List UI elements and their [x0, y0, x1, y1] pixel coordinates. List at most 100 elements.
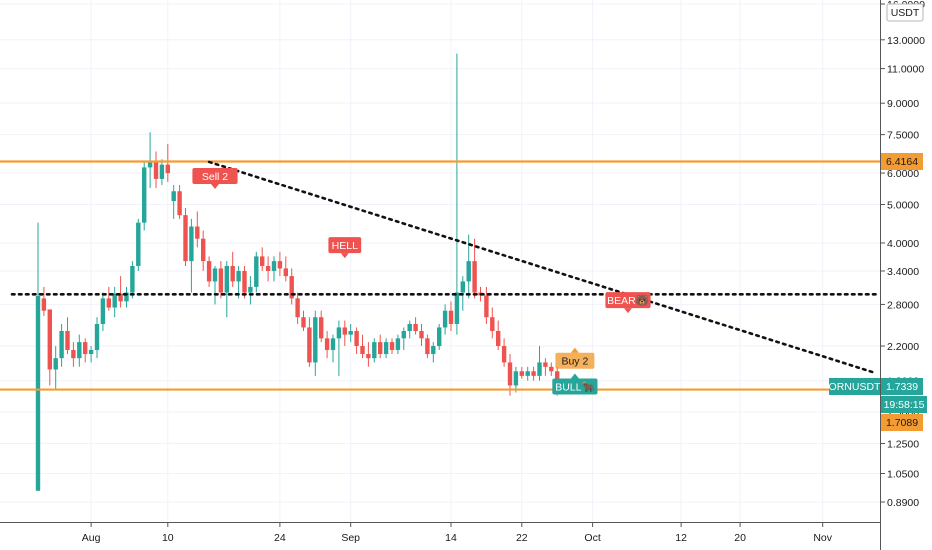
time-axis[interactable]: Aug 10 24 Sep 14 22 Oct 12 20 Nov — [82, 522, 833, 544]
candle-body — [454, 292, 460, 324]
candle-up — [401, 327, 406, 350]
candle-body — [484, 295, 489, 318]
price-tick-label: 3.4000 — [887, 266, 919, 278]
candle-body — [378, 342, 383, 355]
candle-down — [183, 207, 188, 266]
signal-sell: Sell 2 — [192, 167, 238, 189]
candle-down — [378, 334, 383, 359]
candle-body — [366, 354, 371, 359]
signal-pointer — [570, 347, 579, 353]
candle-up — [442, 304, 448, 335]
candle-body — [212, 268, 218, 282]
price-tick-label: 1.2500 — [887, 438, 919, 450]
candle-body — [531, 371, 536, 376]
signal-pointer — [340, 253, 349, 259]
trend-line — [207, 160, 878, 375]
time-tick-label: 24 — [274, 532, 286, 544]
signal-pointer — [570, 373, 579, 379]
candle-up — [147, 132, 153, 189]
signal-label: Buy 2 — [561, 356, 588, 368]
time-tick-label: 20 — [734, 532, 746, 544]
candle-down — [360, 334, 365, 359]
candle-body — [218, 268, 224, 293]
price-tick-label: 7.5000 — [887, 130, 919, 142]
candle-up — [35, 222, 41, 491]
candle-body — [94, 323, 100, 350]
candle-down — [153, 151, 159, 189]
signal-pointer — [211, 183, 219, 189]
candle-up — [372, 338, 377, 363]
candle-down — [366, 342, 371, 367]
candle-body — [100, 298, 106, 324]
candle-body — [307, 327, 312, 363]
candle-down — [324, 331, 330, 359]
candle-up — [171, 184, 176, 219]
candle-down — [206, 256, 212, 287]
candle-body — [431, 346, 436, 355]
candle-body — [330, 338, 336, 350]
candle-down — [319, 310, 324, 343]
candle-down — [519, 366, 524, 379]
candle-down — [543, 358, 548, 376]
candle-body — [189, 226, 194, 262]
candle-body — [230, 265, 235, 282]
candle-body — [448, 310, 454, 324]
signal-box — [605, 292, 651, 309]
time-tick-label: Sep — [341, 532, 360, 544]
candle-down — [301, 310, 306, 332]
countdown-text: 19:58:15 — [884, 399, 925, 411]
candle-body — [88, 349, 94, 355]
last-price-text: 1.7339 — [886, 381, 918, 393]
candle-body — [242, 270, 247, 293]
candle-body — [47, 309, 52, 370]
signal-annotations: Sell 2 HELL BEAR🐻 Buy 2 BULL🐂 — [192, 167, 651, 395]
currency-label[interactable]: USDT — [886, 3, 924, 22]
candle-down — [354, 327, 359, 355]
candle-down — [531, 366, 536, 381]
candle-down — [549, 362, 554, 376]
signal-buy: Buy 2 — [555, 347, 595, 369]
signal-bull: BULL🐂 — [552, 373, 598, 395]
level-tag-top-text: 6.4164 — [886, 156, 918, 168]
signal-box — [328, 237, 362, 254]
candle-down — [490, 307, 495, 339]
candle-body — [442, 310, 448, 328]
candle-body — [201, 238, 206, 262]
signal-label: BULL🐂 — [555, 381, 594, 393]
candle-down — [413, 317, 418, 335]
candle-body — [460, 281, 465, 293]
candle-body — [289, 276, 294, 299]
candle-body — [183, 215, 188, 262]
candle-body — [372, 342, 377, 359]
candle-body — [401, 331, 406, 339]
time-tick-label: Oct — [584, 532, 600, 544]
candle-body — [112, 293, 117, 308]
candle-up — [248, 276, 253, 305]
candle-up — [336, 320, 342, 376]
candle-body — [283, 268, 288, 277]
candle-body — [254, 256, 259, 287]
price-axis[interactable]: 16.000013.000011.00009.00007.50006.00005… — [880, 0, 925, 509]
candle-up — [88, 346, 94, 363]
candle-body — [301, 317, 306, 328]
candle-body — [53, 358, 58, 370]
candle-body — [59, 331, 64, 359]
candle-body — [177, 191, 182, 216]
candle-up — [330, 334, 336, 363]
candle-body — [271, 261, 277, 271]
time-tick-label: Aug — [82, 532, 101, 544]
candle-body — [555, 371, 560, 386]
candle-body — [395, 338, 401, 350]
candle-body — [136, 222, 141, 266]
candle-down — [47, 309, 52, 386]
level-tag-bottom-text: 1.7089 — [886, 417, 918, 429]
level-tag-top: 6.4164 — [881, 153, 923, 170]
candle-body — [295, 298, 300, 318]
price-tick-label: 2.8000 — [887, 299, 919, 311]
signal-label: BEAR🐻 — [607, 294, 649, 307]
symbol-tag[interactable]: ORNUSDT — [829, 378, 882, 395]
time-tick-label: 22 — [516, 532, 528, 544]
candle-up — [224, 261, 229, 318]
candle-down — [218, 261, 224, 299]
